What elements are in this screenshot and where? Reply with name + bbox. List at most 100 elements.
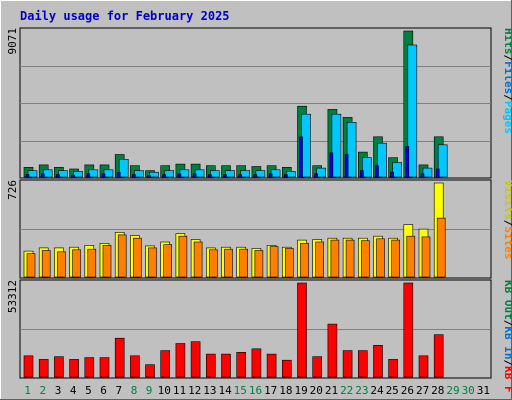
legend-sep-3: / [502,220,512,227]
x-tick-11: 11 [173,384,186,397]
bars-kb [23,282,444,378]
bar-sites-day-6 [102,245,112,278]
bar-files-day-4 [73,171,83,178]
legend-sites-label: Sites [502,226,512,259]
bars-visits [23,182,446,278]
x-tick-17: 17 [264,384,277,397]
x-tick-12: 12 [188,384,201,397]
bar-files-day-26 [407,44,418,178]
bar-files-day-19 [301,113,311,178]
bar-sites-day-4 [72,249,81,278]
bar-kb-f-day-9 [145,364,155,378]
bar-kb-f-day-15 [236,351,246,378]
bar-pages-day-6 [101,173,106,178]
bar-files-day-20 [316,167,327,178]
bar-files-day-12 [194,169,205,178]
bar-files-day-18 [285,171,296,178]
bar-kb-f-day-27 [418,355,429,378]
panel-pages-files-hits: 9071 Hits/Files/Pages [6,27,512,179]
legend-kbf-label: KB F [502,366,512,393]
bar-kb-f-day-3 [54,356,64,378]
bar-files-day-23 [361,157,372,178]
bar-files-day-22 [346,122,357,178]
bar-files-day-28 [437,144,448,178]
bar-sites-day-27 [421,236,431,278]
legend-pages-label: Pages [502,101,512,134]
bar-kb-f-day-25 [388,359,398,378]
bar-kb-f-day-12 [190,341,201,378]
bar-kb-f-day-16 [251,348,262,378]
x-tick-26: 26 [401,384,414,397]
x-tick-24: 24 [370,384,384,397]
legend-sep-2: / [502,94,512,101]
bar-kb-f-day-7 [114,337,125,378]
bar-pages-day-11 [177,173,182,178]
x-tick-3: 3 [55,384,62,397]
x-tick-29: 29 [446,384,459,397]
bar-kb-f-day-11 [175,343,186,378]
x-tick-16: 16 [249,384,262,397]
bar-pages-day-3 [56,174,60,178]
bar-files-day-3 [58,170,68,178]
bar-pages-day-15 [238,174,242,178]
bar-pages-day-24 [375,165,379,178]
bar-sites-day-18 [284,248,294,278]
x-tick-2: 2 [39,384,46,397]
ymax-hits: 9071 [6,28,19,55]
bar-files-day-6 [103,169,114,178]
x-tick-28: 28 [431,384,444,397]
bar-sites-day-7 [117,234,127,278]
bar-sites-day-14 [224,248,233,278]
x-tick-15: 15 [234,384,247,397]
x-tick-8: 8 [131,384,138,397]
legend-kbout-label: KB Out [502,280,512,320]
legend-hits-label: Hits [502,28,512,55]
bar-kb-f-day-8 [130,355,140,378]
legend-visits-label: Visits [502,180,512,220]
bar-pages-day-4 [71,174,75,178]
bar-pages-day-14 [223,174,227,178]
bar-kb-f-day-13 [206,353,216,378]
bar-pages-day-12 [192,173,197,178]
bar-kb-f-day-6 [99,357,110,378]
bar-sites-day-17 [269,246,279,278]
legend-visits: Visits/Sites [502,180,512,260]
bar-kb-f-day-2 [38,359,49,378]
bar-files-day-16 [255,170,266,178]
bar-kb-f-day-19 [297,282,307,378]
bar-pages-day-5 [86,173,91,178]
panel-visits-sites: 726 Visits/Sites [6,179,512,279]
bar-pages-day-20 [314,173,319,178]
bar-files-day-25 [392,162,402,178]
bar-sites-day-16 [254,250,264,278]
bar-pages-day-17 [268,173,273,178]
x-tick-14: 14 [218,384,232,397]
bar-kb-f-day-21 [327,323,338,378]
x-tick-1: 1 [24,384,31,397]
bar-pages-day-8 [132,174,136,178]
bar-pages-day-10 [162,174,166,178]
legend-kbin-label: KB In [502,326,512,359]
bar-kb-f-day-24 [373,344,383,378]
x-tick-20: 20 [310,384,323,397]
bar-files-day-27 [422,167,433,178]
bar-kb-f-day-18 [281,359,292,378]
bar-sites-day-1 [26,253,36,278]
bar-kb-f-day-26 [403,282,414,378]
bar-files-day-9 [149,171,159,178]
bar-pages-day-9 [147,175,151,178]
bar-pages-day-19 [299,136,303,178]
bar-pages-day-16 [253,174,258,178]
legend-sep-4: / [502,320,512,327]
legend-hits: Hits/Files/Pages [502,28,512,134]
bar-files-day-7 [118,159,129,178]
x-tick-13: 13 [203,384,216,397]
bar-sites-day-25 [391,239,400,278]
x-tick-10: 10 [158,384,171,397]
x-tick-9: 9 [146,384,153,397]
bar-pages-day-1 [25,174,30,178]
bar-pages-day-18 [283,174,288,178]
x-tick-5: 5 [85,384,92,397]
bar-sites-day-3 [57,251,66,278]
bar-sites-day-23 [360,240,370,278]
